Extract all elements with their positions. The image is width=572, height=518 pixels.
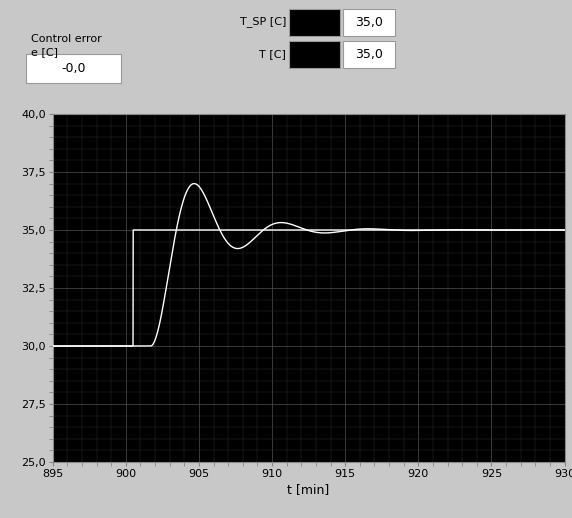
Text: e [C]: e [C] [31,47,58,56]
Text: Control error: Control error [31,34,102,44]
Text: 35,0: 35,0 [355,16,383,30]
X-axis label: t [min]: t [min] [288,483,329,496]
Text: -0,0: -0,0 [61,62,85,75]
Text: 35,0: 35,0 [355,48,383,62]
Text: T_SP [C]: T_SP [C] [240,16,286,27]
Text: T [C]: T [C] [259,49,286,60]
